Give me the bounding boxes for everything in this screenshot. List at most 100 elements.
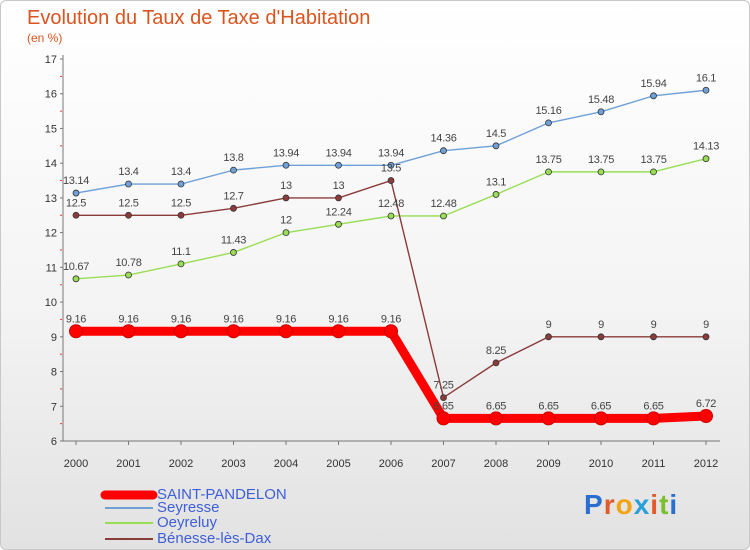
data-label: 9.16 bbox=[381, 313, 401, 325]
data-point bbox=[702, 86, 710, 94]
y-tick-label: 11 bbox=[46, 262, 57, 274]
data-label: 9.16 bbox=[223, 313, 243, 325]
data-label: 12.48 bbox=[378, 198, 404, 210]
data-label: 15.16 bbox=[535, 105, 561, 117]
data-label: 13.75 bbox=[588, 154, 614, 166]
data-label: 10.67 bbox=[63, 261, 89, 273]
data-label: 13.8 bbox=[223, 152, 243, 164]
data-point bbox=[597, 333, 605, 341]
data-point bbox=[230, 249, 237, 256]
data-point bbox=[387, 161, 395, 169]
x-tick-label: 2011 bbox=[642, 458, 666, 470]
data-label: 9.16 bbox=[328, 313, 348, 325]
data-label: 13.94 bbox=[325, 147, 351, 159]
data-point bbox=[125, 180, 132, 188]
x-tick-label: 2012 bbox=[694, 458, 718, 470]
x-tick-label: 2010 bbox=[589, 458, 613, 470]
data-label: 6.65 bbox=[538, 400, 558, 412]
x-tick-label: 2004 bbox=[274, 458, 298, 470]
data-point bbox=[489, 411, 503, 426]
x-tick-label: 2003 bbox=[221, 458, 245, 470]
data-label: 11.43 bbox=[221, 234, 246, 246]
data-point bbox=[335, 161, 342, 169]
data-label: 6.65 bbox=[433, 400, 453, 412]
data-label: 14.5 bbox=[486, 128, 506, 140]
y-tick-label: 6 bbox=[51, 436, 57, 448]
data-point bbox=[702, 333, 710, 341]
data-point bbox=[282, 229, 290, 237]
data-label: 11.1 bbox=[171, 246, 191, 258]
x-tick-label: 2005 bbox=[326, 458, 350, 470]
logo-letter: i bbox=[669, 489, 679, 520]
chart-unit: (en %) bbox=[27, 31, 63, 45]
data-point bbox=[335, 194, 342, 202]
data-label: 13.4 bbox=[118, 166, 138, 178]
data-label: 9 bbox=[598, 319, 604, 331]
data-point bbox=[597, 108, 605, 116]
data-point bbox=[72, 189, 80, 197]
data-point bbox=[279, 324, 293, 339]
data-point bbox=[492, 191, 500, 198]
y-tick-label: 15 bbox=[45, 123, 57, 135]
x-tick-label: 2001 bbox=[116, 458, 140, 470]
logo-letter: x bbox=[633, 489, 651, 520]
data-label: 6.65 bbox=[591, 400, 611, 412]
data-label: 6.65 bbox=[643, 400, 663, 412]
data-label: 12.24 bbox=[325, 206, 351, 218]
data-label: 13.75 bbox=[535, 154, 561, 166]
data-point bbox=[699, 408, 713, 423]
data-label: 12.5 bbox=[171, 197, 191, 209]
data-label: 13.1 bbox=[486, 176, 506, 188]
data-label: 12.48 bbox=[430, 198, 456, 210]
data-point bbox=[594, 411, 608, 426]
data-point bbox=[545, 168, 552, 176]
data-label: 10.78 bbox=[115, 257, 141, 269]
y-tick-label: 10 bbox=[45, 297, 57, 309]
data-label: 12.5 bbox=[118, 197, 138, 209]
data-label: 9.16 bbox=[276, 313, 296, 325]
logo-letter: P bbox=[584, 489, 604, 520]
series-line bbox=[71, 326, 711, 423]
data-point bbox=[177, 260, 185, 268]
data-label: 12 bbox=[280, 215, 292, 227]
logo-letter: o bbox=[615, 489, 634, 520]
legend-label: Oeyreluy bbox=[157, 514, 218, 531]
proxiti-logo: Proxiti bbox=[584, 489, 678, 521]
data-point bbox=[650, 92, 657, 100]
data-label: 16.1 bbox=[696, 72, 716, 84]
data-label: 13.94 bbox=[378, 147, 404, 159]
data-label: 13.94 bbox=[273, 147, 299, 159]
data-label: 9.16 bbox=[171, 313, 191, 325]
data-label: 13.5 bbox=[381, 163, 401, 175]
data-point bbox=[177, 211, 185, 219]
data-label: 13 bbox=[333, 180, 345, 192]
logo-letter: r bbox=[603, 489, 616, 520]
data-point bbox=[440, 212, 447, 220]
data-point bbox=[335, 220, 342, 228]
y-tick-label: 7 bbox=[51, 401, 57, 413]
data-point bbox=[72, 211, 80, 219]
data-point bbox=[331, 324, 346, 339]
data-label: 13.75 bbox=[640, 154, 666, 166]
data-label: 9 bbox=[703, 319, 709, 331]
x-tick-label: 2009 bbox=[536, 458, 560, 470]
chart-title: Evolution du Taux de Taxe d'Habitation bbox=[27, 7, 371, 29]
data-point bbox=[597, 168, 605, 176]
data-point bbox=[230, 166, 237, 174]
data-point bbox=[226, 324, 241, 339]
data-label: 14.13 bbox=[693, 141, 719, 153]
y-tick-label: 9 bbox=[51, 332, 57, 344]
data-point bbox=[125, 211, 132, 219]
x-tick-label: 2008 bbox=[484, 458, 508, 470]
data-point bbox=[387, 177, 395, 184]
x-tick-label: 2006 bbox=[379, 458, 403, 470]
data-label: 13.14 bbox=[63, 175, 89, 187]
data-point bbox=[69, 324, 83, 339]
data-label: 15.94 bbox=[640, 78, 666, 90]
data-label: 9.16 bbox=[66, 313, 86, 325]
data-point bbox=[177, 180, 185, 188]
data-point bbox=[440, 147, 447, 155]
data-point bbox=[646, 411, 661, 426]
data-point bbox=[121, 324, 136, 339]
data-point bbox=[440, 394, 447, 401]
